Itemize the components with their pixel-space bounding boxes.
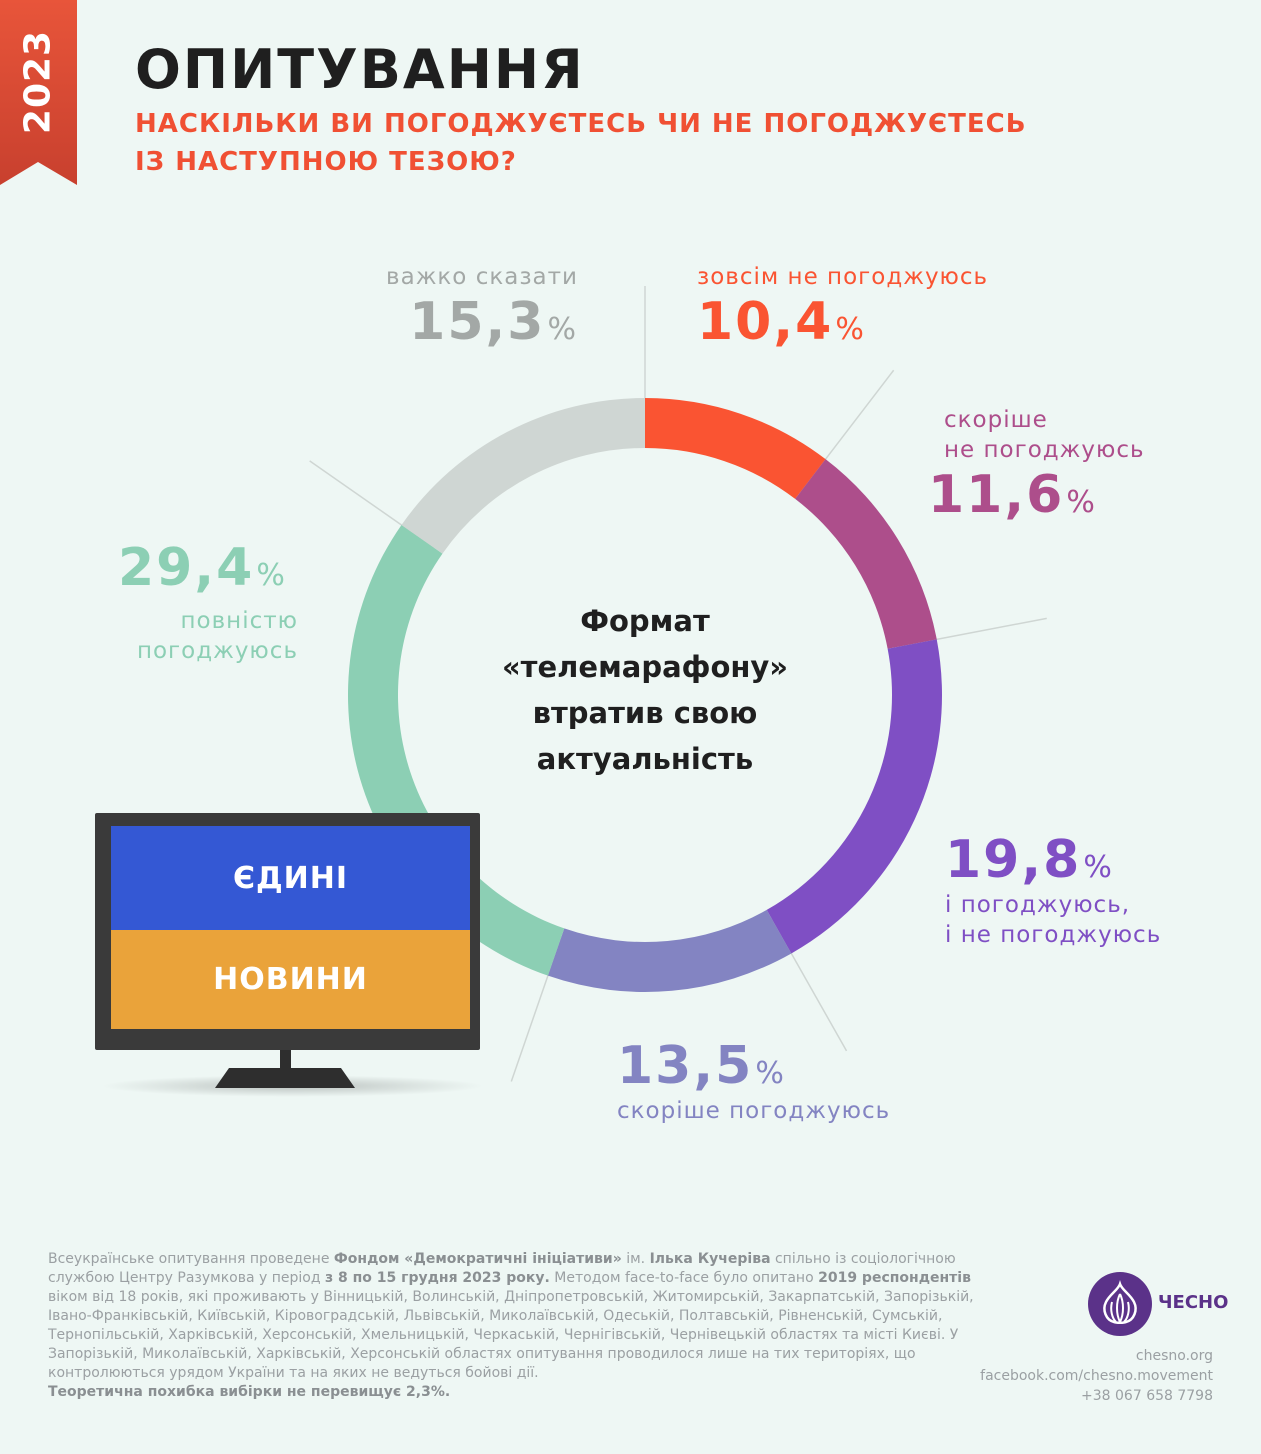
tv-neck bbox=[280, 1050, 291, 1072]
year-ribbon: 2023 bbox=[0, 0, 77, 185]
subtitle-line-1: НАСКІЛЬКИ ВИ ПОГОДЖУЄТЕСЬ ЧИ НЕ ПОГОДЖУЄ… bbox=[135, 109, 1027, 139]
chesno-logo: ЧЕСНО bbox=[1088, 1272, 1228, 1336]
page-title: ОПИТУВАННЯ bbox=[135, 38, 585, 101]
label-hard-to-say: важко сказати 15,3% bbox=[380, 262, 578, 352]
label-name: повністю bbox=[180, 608, 298, 634]
data-label-value: 19,8% bbox=[945, 830, 1114, 890]
label-name: погоджуюсь bbox=[136, 638, 298, 664]
methodology-footnote: Всеукраїнське опитування проведене Фондо… bbox=[48, 1250, 1008, 1402]
label-neither: 19,8% і погоджуюсь, і не погоджуюсь bbox=[945, 830, 1161, 950]
subtitle-line-2: ІЗ НАСТУПНОЮ ТЕЗОЮ? bbox=[135, 147, 517, 177]
slice-rather-agree bbox=[547, 909, 792, 992]
label-rather-agree: 13,5% скоріше погоджуюсь bbox=[617, 1036, 890, 1126]
label-name: не погоджуюсь bbox=[944, 437, 1145, 463]
label-name: скоріше погоджуюсь bbox=[617, 1098, 891, 1124]
label-rather-disagree: скоріше не погоджуюсь 11,6% bbox=[928, 405, 1145, 525]
footnote-text: спільно із соціологічною службою Центру … bbox=[48, 1251, 956, 1286]
center-statement: Формат «телемарафону» втратив свою актуа… bbox=[465, 598, 825, 782]
data-label-value: 10,4% bbox=[697, 292, 866, 352]
center-line-2: «телемарафону» bbox=[501, 650, 789, 684]
contact-website: chesno.org bbox=[1135, 1348, 1213, 1364]
label-name: важко сказати bbox=[386, 264, 578, 290]
data-label-value: 11,6% bbox=[928, 465, 1097, 525]
tv-bottom-text: НОВИНИ bbox=[213, 962, 368, 997]
label-name: скоріше bbox=[944, 407, 1048, 433]
footnote-text: віком від 18 років, які проживають у Він… bbox=[48, 1289, 974, 1381]
footnote-bold: Фондом «Демократичні ініціативи» bbox=[333, 1251, 622, 1267]
contacts: chesno.org facebook.com/chesno.movement … bbox=[980, 1346, 1213, 1406]
label-fully-agree: 29,4% повністю погоджуюсь bbox=[118, 538, 298, 666]
data-label-value: 13,5% bbox=[617, 1036, 786, 1096]
tv-stand bbox=[215, 1068, 355, 1088]
tv-top-text: ЄДИНІ bbox=[232, 860, 349, 896]
label-strongly-disagree: зовсім не погоджуюсь 10,4% bbox=[697, 262, 988, 352]
footnote-text: Методом face-to-face було опитано bbox=[549, 1270, 819, 1286]
label-name: зовсім не погоджуюсь bbox=[697, 264, 989, 290]
label-name: і погоджуюсь, bbox=[945, 892, 1131, 918]
label-name: і не погоджуюсь bbox=[945, 922, 1162, 948]
tv-screen-bottom: НОВИНИ bbox=[111, 930, 470, 1029]
garlic-icon bbox=[1088, 1272, 1152, 1336]
center-line-4: актуальність bbox=[536, 742, 754, 776]
slice-neither bbox=[766, 639, 942, 954]
contact-phone: +38 067 658 7798 bbox=[1081, 1388, 1213, 1404]
tv-screen-top: ЄДИНІ bbox=[111, 826, 470, 930]
contact-facebook: facebook.com/chesno.movement bbox=[980, 1368, 1213, 1384]
logo-wordmark: ЧЕСНО bbox=[1158, 1292, 1229, 1313]
footnote-text: ім. bbox=[621, 1251, 650, 1267]
footnote-bold: Ілька Кучеріва bbox=[649, 1251, 771, 1267]
center-line-3: втратив свою bbox=[532, 696, 758, 730]
footnote-bold: з 8 по 15 грудня 2023 року. bbox=[324, 1270, 550, 1286]
footnote-bold: Теоретична похибка вибірки не перевищує … bbox=[48, 1384, 451, 1400]
slice-rather-disagree bbox=[795, 459, 937, 649]
slice-strongly-disagree bbox=[645, 398, 826, 499]
tv-frame: ЄДИНІ НОВИНИ bbox=[95, 813, 480, 1050]
footnote-bold: 2019 респондентів bbox=[818, 1270, 971, 1286]
center-line-1: Формат bbox=[580, 604, 710, 638]
data-label-value: 15,3% bbox=[409, 292, 578, 352]
tv-illustration: ЄДИНІ НОВИНИ bbox=[90, 810, 490, 1110]
slice-hard-to-say bbox=[401, 398, 645, 554]
page-subtitle: НАСКІЛЬКИ ВИ ПОГОДЖУЄТЕСЬ ЧИ НЕ ПОГОДЖУЄ… bbox=[135, 105, 1035, 181]
data-label-value: 29,4% bbox=[118, 538, 287, 598]
footnote-text: Всеукраїнське опитування проведене bbox=[48, 1251, 334, 1267]
